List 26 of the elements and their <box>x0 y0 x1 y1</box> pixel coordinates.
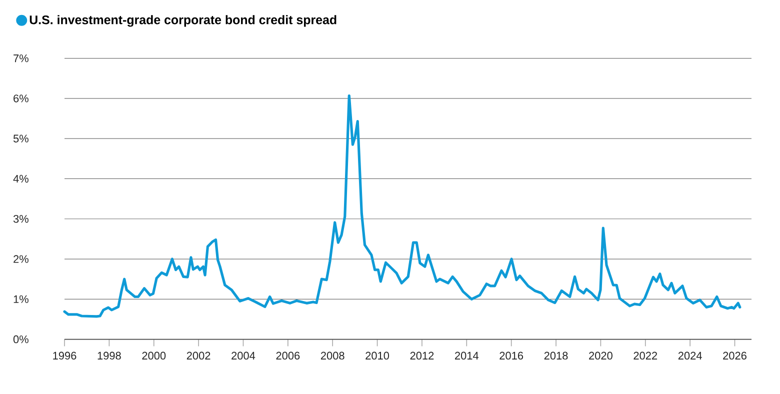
x-tick-label: 2000 <box>142 352 166 360</box>
x-tick-label: 2016 <box>500 352 524 360</box>
x-tick-label: 2008 <box>320 352 344 360</box>
y-tick-label: 5% <box>13 134 28 142</box>
x-tick-label: 2026 <box>723 352 746 360</box>
y-tick-label: 1% <box>14 295 28 303</box>
x-tick-label: 1998 <box>98 352 121 360</box>
line-series <box>63 94 742 318</box>
x-tick-label: 2012 <box>410 352 434 360</box>
legend-label: U.S. investment-grade corporate bond credit spread <box>30 15 336 27</box>
x-tick-label: 2010 <box>366 352 390 360</box>
x-tick-label: 1996 <box>53 352 76 360</box>
x-tick-label: 2018 <box>544 352 568 360</box>
x-tick-label: 2024 <box>678 352 702 360</box>
y-tick-label: 2% <box>14 255 28 263</box>
y-tick-label: 0% <box>13 335 28 344</box>
y-tick-label: 7% <box>14 54 28 62</box>
y-tick-label: 6% <box>14 94 28 102</box>
x-tick-label: 2022 <box>634 352 658 360</box>
y-tick-label: 3% <box>13 215 28 223</box>
x-tick-label: 2004 <box>232 352 256 360</box>
y-tick-label: 4% <box>13 174 28 183</box>
x-tick-label: 2006 <box>276 352 300 360</box>
x-tick-label: 2014 <box>455 352 479 360</box>
x-tick-label: 2002 <box>186 352 210 360</box>
x-tick-label: 2020 <box>589 352 612 360</box>
